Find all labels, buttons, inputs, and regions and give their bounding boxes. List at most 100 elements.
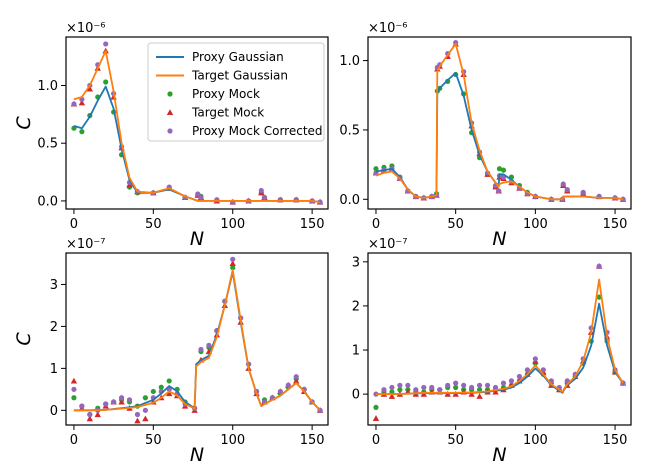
data-point-proxy-mock [397,387,403,393]
x-tick-label: 100 [220,217,245,232]
data-point-proxy-mock-corrected [421,384,427,391]
x-tick-label: 150 [300,217,325,232]
plot-area [372,39,627,202]
data-point-proxy-mock [230,265,236,271]
y-tick-label: 1.0 [37,79,58,94]
data-point-proxy-mock-corrected [126,397,133,403]
data-point-proxy-mock [150,388,156,395]
data-point-proxy-mock-corrected [413,387,419,393]
legend-swatch-target-mock [166,109,174,116]
data-point-proxy-mock-corrected [87,411,93,418]
x-tick-label: 50 [145,433,162,448]
data-point-proxy-mock-corrected [437,387,443,393]
series-line-proxy-gaussian [73,270,321,412]
y-tick-label: 0.5 [37,137,58,152]
data-point-proxy-mock-corrected [516,373,523,380]
data-point-proxy-mock-corrected [469,384,475,391]
data-point-target-mock [86,85,94,92]
data-point-proxy-mock-corrected [580,189,586,195]
axes-frame [367,252,632,426]
data-point-proxy-mock-corrected [492,384,499,391]
x-tick-label: 50 [447,217,464,232]
data-point-proxy-mock-corrected [258,187,264,194]
x-tick-label: 0 [70,217,78,232]
data-point-target-mock [78,99,86,106]
data-point-proxy-mock-corrected [560,181,566,187]
data-point-proxy-mock [158,384,164,390]
legend-label: Proxy Gaussian [192,50,284,64]
data-point-proxy-mock-corrected [453,380,459,386]
data-point-proxy-mock-corrected [195,191,201,197]
y-tick-label: 0.5 [339,123,360,138]
data-point-proxy-mock [79,129,85,135]
x-tick-label: 0 [372,217,380,232]
data-point-proxy-mock-corrected [461,382,467,388]
y-offset-label: ×10⁻⁷ [368,237,408,252]
data-point-proxy-mock-corrected [496,188,502,194]
y-tick-label: 0 [50,404,58,419]
data-point-proxy-mock-corrected [508,378,515,384]
x-axis-label: N [492,228,506,250]
y-axis-label: C [13,332,35,346]
data-point-proxy-mock-corrected [405,382,411,388]
data-point-target-mock [166,390,173,397]
data-point-proxy-mock-corrected [453,39,459,46]
data-point-proxy-mock [596,294,602,300]
data-point-proxy-mock [500,167,507,173]
data-point-target-mock [388,393,396,399]
data-point-proxy-mock-corrected [142,407,148,413]
x-tick-label: 0 [70,433,78,448]
data-point-target-mock [468,390,475,397]
data-point-proxy-mock-corrected [198,194,204,201]
y-tick-label: 0 [352,388,360,403]
panel-bottom-right: 0 50 100 150 0 1 2 3 ×10⁻⁷ N [352,237,632,464]
data-point-proxy-mock-corrected [445,382,451,388]
series-line-target-gaussian [73,50,321,203]
legend-swatch-proxy-mock [167,91,173,97]
data-point-proxy-mock-corrected [500,380,507,386]
x-tick-label: 50 [145,217,162,232]
y-axis-label: C [13,116,35,130]
y-tick-label: 1 [352,344,360,359]
data-point-proxy-mock-corrected [429,384,435,391]
legend-label: Target Mock [191,106,264,120]
data-point-proxy-mock-corrected [261,194,268,201]
data-point-target-mock [293,377,300,384]
axes-frame [65,252,329,426]
legend: Proxy Gaussian Target Gaussian Proxy Mock T… [147,42,325,142]
data-point-proxy-mock-corrected [230,256,236,262]
y-tick-label: 0.0 [37,194,58,209]
data-point-target-mock [86,415,94,422]
data-point-target-mock [70,377,78,384]
axes-frame [65,36,329,210]
y-offset-label: ×10⁻⁷ [66,237,106,252]
panel-top-left: 0 50 100 150 0.0 0.5 1.0 ×10⁻⁶ N C [13,21,329,250]
series-line-proxy-gaussian [375,72,624,201]
data-point-proxy-mock [103,79,109,85]
legend-swatch-proxy-mock-corrected [167,128,173,134]
data-point-target-mock [134,417,141,424]
plot-area [372,263,627,421]
panel-top-right: 0 50 100 150 0.0 0.5 1.0 ×10⁻⁶ N [339,21,632,250]
data-point-proxy-mock-corrected [285,382,291,388]
data-point-proxy-mock [142,395,148,401]
data-point-proxy-mock [166,378,172,384]
data-point-proxy-mock [453,384,459,391]
legend-label: Target Gaussian [191,69,288,83]
series-line-target-gaussian [375,43,624,201]
series-line-target-gaussian [376,278,624,396]
data-point-proxy-mock-corrected [596,263,602,269]
y-tick-label: 1.0 [339,54,360,69]
data-point-target-mock [229,260,236,267]
data-point-target-mock [476,393,483,399]
data-point-proxy-mock-corrected [564,186,570,193]
data-point-proxy-mock-corrected [118,395,125,401]
data-point-proxy-mock-corrected [381,387,387,393]
data-point-proxy-mock-corrected [277,388,283,395]
data-point-proxy-mock [71,395,77,401]
data-point-proxy-mock [373,166,379,172]
data-point-proxy-mock-corrected [620,196,626,202]
data-point-proxy-mock-corrected [206,342,212,348]
data-point-proxy-mock-corrected [476,382,483,388]
